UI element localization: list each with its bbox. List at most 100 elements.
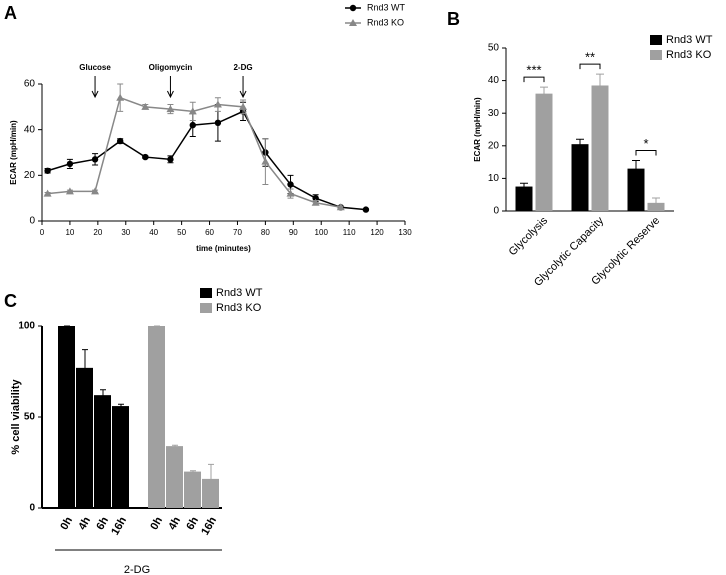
x-tick-label: 0h [58,515,75,532]
error-bar [82,349,88,387]
data-point [66,160,74,168]
y-tick-label: 50 [488,43,500,54]
legend-swatch [200,288,212,298]
bar [166,446,183,508]
legend-swatch [650,50,662,60]
bar [148,326,165,508]
bar [627,168,645,211]
data-point [287,181,294,188]
legend-label: Rnd3 WT [666,34,713,46]
data-point [214,119,222,127]
data-point [65,187,74,195]
data-point [166,105,175,113]
y-tick-label: 40 [488,75,500,86]
y-tick-label: 50 [24,412,36,423]
bar [112,406,129,508]
y-axis-label: ECAR (mpH/min) [473,97,482,162]
legend-swatch [200,303,212,313]
significance-label: *** [526,63,541,78]
data-point [116,137,124,145]
data-point [188,107,197,115]
error-bar [190,470,196,474]
y-axis-label: ECAR (mpH/min) [9,120,18,185]
data-point [91,187,100,195]
x-tick-label: 0 [40,228,45,237]
significance-bracket [579,63,601,70]
x-tick-label: 50 [177,228,186,237]
y-axis-label: % cell viability [10,379,22,455]
bar [184,471,201,508]
significance-label: * [643,136,648,151]
x-tick-label: 16h [199,515,219,538]
error-bar [208,463,214,494]
y-tick-label: 40 [24,124,36,135]
data-point [311,198,320,206]
annotation-arrow [166,76,174,99]
x-axis-label: 2-DG [124,564,150,575]
data-point [167,156,174,163]
data-point [261,157,270,165]
data-point [91,156,99,163]
x-tick-label: 70 [233,228,242,237]
x-tick-label: 100 [315,228,329,237]
data-point [141,102,150,110]
y-tick-label: 0 [29,216,35,227]
x-tick-label: 90 [289,228,298,237]
x-tick-label: 6h [184,515,201,532]
error-bar [596,73,604,98]
data-point [213,100,222,108]
x-tick-label: 4h [166,515,183,532]
y-tick-label: 0 [29,503,35,514]
x-tick-label: 80 [261,228,270,237]
data-point [44,167,51,174]
y-tick-label: 30 [488,108,500,119]
significance-bracket [635,149,657,156]
x-tick-label: 4h [76,515,93,532]
legend-label: Rnd3 WT [367,2,406,12]
bar [94,395,111,508]
x-tick-label: 6h [94,515,111,532]
y-tick-label: 0 [493,206,499,217]
legend-label: Rnd3 KO [666,49,712,61]
x-tick-label: 16h [109,515,129,538]
error-bar [118,403,124,409]
series-line [47,110,366,211]
error-bar [576,138,584,150]
error-bar [100,389,106,402]
annotation: 2-DG [233,63,252,72]
bar [515,186,533,211]
x-tick-label: 20 [93,228,102,237]
x-tick-label: 40 [149,228,158,237]
x-tick-label: 130 [398,228,412,237]
x-tick-label: 60 [205,228,214,237]
significance-bracket [523,76,545,83]
data-point [362,206,370,213]
data-point [43,189,52,197]
data-point [189,121,196,129]
legend-label: Rnd3 KO [367,17,404,27]
error-bar [632,159,640,178]
x-tick-label: Glycolysis [507,214,551,258]
panel-label: A [4,3,17,23]
x-tick-label: 0h [148,515,165,532]
x-tick-label: 10 [65,228,74,237]
significance-label: ** [585,50,595,65]
y-tick-label: 100 [18,321,35,332]
annotation-arrow [239,76,247,99]
x-tick-label: 110 [343,228,356,237]
data-point [239,102,248,110]
bar [76,367,93,508]
annotation-arrow [91,76,99,99]
annotation: Glucose [79,63,111,72]
y-tick-label: 20 [488,140,500,151]
panel-label: B [447,9,460,29]
error-bar [520,182,528,191]
legend-label: Rnd3 WT [216,287,263,299]
y-tick-label: 10 [488,173,500,184]
legend-swatch [650,35,662,45]
data-point [116,93,125,101]
data-point [286,189,295,197]
error-bar [652,197,660,209]
data-point [142,153,149,161]
